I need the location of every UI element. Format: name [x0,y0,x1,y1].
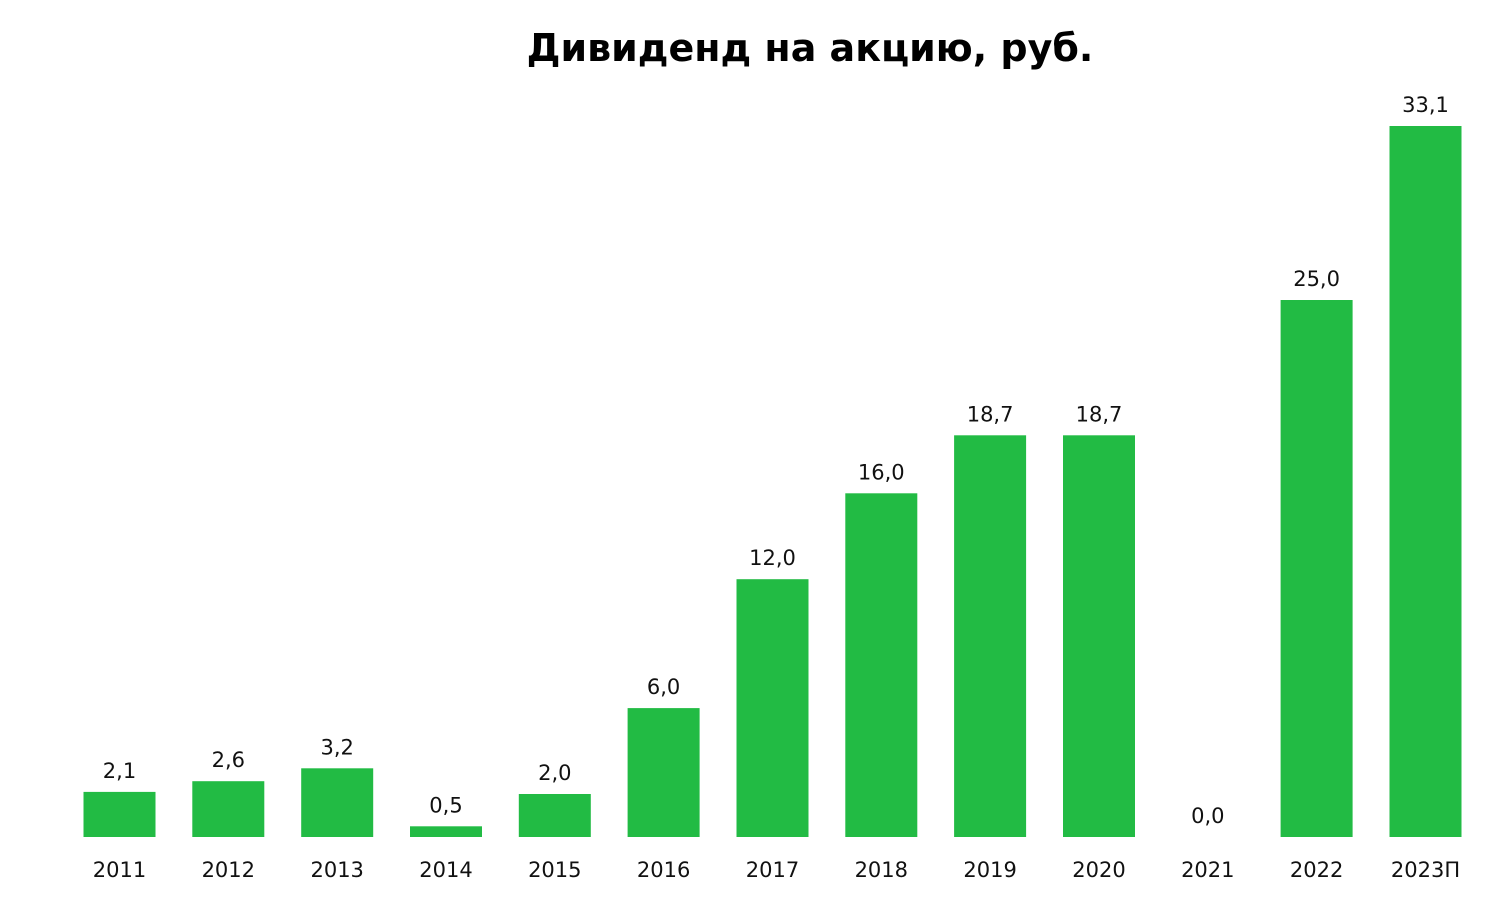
value-label-2020: 18,7 [1076,402,1123,426]
x-tick-label-2021: 2021 [1181,858,1234,882]
bar-2017 [736,579,809,837]
x-tick-label-2023П: 2023П [1391,858,1460,882]
x-tick-labels-group: 2011 2012 2013 2014 2015 2016 2017 2018 2019 2020… [93,858,1460,882]
x-tick-label-2022: 2022 [1290,858,1343,882]
x-tick-label-2019: 2019 [963,858,1016,882]
x-tick-label-2020: 2020 [1072,858,1125,882]
x-tick-label-2013: 2013 [310,858,363,882]
bar-2022 [1280,300,1353,837]
bar-2019 [954,435,1027,837]
value-label-2018: 16,0 [858,460,905,484]
value-label-2023П: 33,1 [1402,93,1449,117]
x-tick-label-2017: 2017 [746,858,799,882]
bar-2016 [627,708,700,837]
value-label-2016: 6,0 [647,675,680,699]
value-label-2022: 25,0 [1293,267,1340,291]
bar-2014 [410,826,482,837]
bar-2020 [1063,435,1135,837]
x-tick-label-2012: 2012 [202,858,255,882]
value-label-2014: 0,5 [429,793,462,817]
x-tick-label-2018: 2018 [855,858,908,882]
bar-2013 [301,768,374,837]
bar-2011 [83,791,156,837]
bar-2018 [845,493,918,837]
value-label-2019: 18,7 [967,402,1014,426]
value-label-2021: 0,0 [1191,804,1224,828]
value-label-2017: 12,0 [749,546,796,570]
bar-2012 [192,781,265,837]
x-tick-label-2016: 2016 [637,858,690,882]
bar-2015 [518,794,591,837]
value-labels-group: 2,1 2,6 3,2 0,5 2,0 6,0 12,0 16,0 18,7 18,7 0,0 25,… [103,93,1449,828]
chart-title: Дивиденд на акцию, руб. [526,26,1094,70]
x-tick-label-2014: 2014 [419,858,472,882]
value-label-2012: 2,6 [212,748,245,772]
value-label-2015: 2,0 [538,761,571,785]
bars-group [83,126,1462,837]
x-tick-label-2011: 2011 [93,858,146,882]
x-tick-label-2015: 2015 [528,858,581,882]
bar-2023П [1389,126,1462,837]
value-label-2011: 2,1 [103,759,136,783]
value-label-2013: 3,2 [320,735,353,759]
